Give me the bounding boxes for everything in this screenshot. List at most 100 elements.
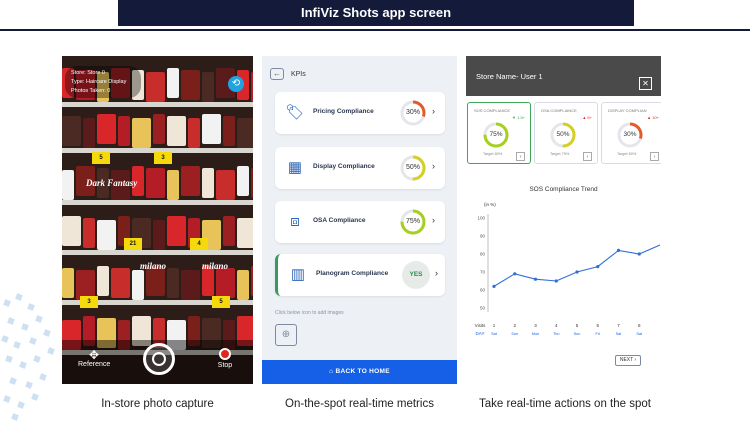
product-box [146, 72, 165, 102]
chevron-right-icon[interactable]: › [432, 106, 435, 116]
chevron-right-icon[interactable]: › [432, 215, 435, 225]
metric-card-sos[interactable]: SOS COMPLIANCE ▼ 1.5+ 75% Target 80% › [467, 102, 531, 164]
reference-button[interactable]: ✥ Reference [78, 349, 110, 368]
shelf-row [62, 306, 253, 360]
metric-target: Target 80% [483, 152, 503, 156]
store-info-line: Photos Taken: 0 [71, 88, 111, 94]
brand-label: milano [202, 261, 229, 271]
chevron-right-icon[interactable]: › [432, 161, 435, 171]
day-tick-label: Mon [532, 332, 539, 336]
chart-y-label: (in %) [484, 202, 496, 207]
kpi-screen: ← KPIs 🏷 Pricing Compliance 30% › ▦ Disp… [262, 56, 457, 384]
x-tick-label: 6 [596, 323, 599, 328]
metric-change: ▲ 10+ [647, 115, 659, 120]
shelf-row [62, 58, 253, 112]
kpi-card-osa[interactable]: ⧈ OSA Compliance 75% › [275, 201, 445, 243]
reference-icon: ✥ [88, 348, 100, 362]
trend-point [492, 284, 496, 288]
kpi-value: 75% [405, 218, 420, 225]
camera-shutter-button[interactable] [143, 343, 175, 375]
y-tick-label: 60 [480, 288, 486, 293]
kpi-progress-ring: 50% [399, 154, 427, 182]
kpi-label: OSA Compliance [313, 217, 366, 224]
product-box [237, 316, 253, 346]
product-box [167, 216, 186, 246]
product-box [76, 270, 95, 300]
kpi-card-pricing[interactable]: 🏷 Pricing Compliance 30% › [275, 92, 445, 134]
day-tick-label: Sun [511, 332, 518, 336]
metric-change: ▼ 1.5+ [512, 115, 525, 120]
decorative-dot [43, 329, 51, 337]
product-box [251, 266, 253, 296]
shelf-row [62, 206, 253, 260]
day-tick-label: Sun [574, 332, 581, 336]
chevron-right-icon[interactable]: › [583, 152, 592, 161]
metric-card-osa[interactable]: OSA COMPLIANCE ▲ 5+ 50% Target 75% › [534, 102, 598, 164]
store-info-line: Type: Haircare Display [71, 79, 127, 85]
product-box [167, 320, 186, 350]
day-row-label: DAY [476, 331, 485, 336]
decorative-dot [19, 361, 27, 369]
stop-label: Stop [217, 362, 233, 369]
decorative-dot [3, 395, 11, 403]
product-box [62, 268, 74, 298]
product-box [62, 216, 81, 246]
back-arrow-icon[interactable]: ← [270, 68, 284, 80]
product-box [153, 318, 165, 348]
metric-target: Target 60% [617, 152, 637, 156]
y-tick-label: 80 [480, 252, 486, 257]
camera-shutter-icon [152, 352, 166, 366]
close-icon[interactable]: ✕ [639, 77, 652, 90]
next-button[interactable]: NEXT › [615, 355, 641, 366]
actions-screen: Store Name- User 1 ✕ SOS COMPLIANCE ▼ 1.… [466, 56, 661, 384]
decorative-dot [27, 303, 35, 311]
product-box [167, 170, 179, 200]
product-box [132, 316, 151, 346]
decorative-dot [29, 337, 37, 345]
store-info-overlay: Store: Store 0 Type: Haircare Display Ph… [65, 66, 141, 98]
product-box [237, 218, 253, 248]
x-tick-label: 1 [493, 323, 496, 328]
product-box [202, 168, 214, 198]
product-box [167, 268, 179, 298]
stop-button[interactable]: Stop [214, 348, 236, 369]
trend-point [596, 265, 600, 269]
kpi-card-planogram[interactable]: ▥ Planogram Compliance YES › [275, 254, 445, 296]
caption-photo-capture: In-store photo capture [101, 398, 214, 410]
product-box [97, 168, 109, 198]
day-tick-label: Fri [596, 332, 601, 336]
product-box [132, 270, 144, 300]
product-box [111, 268, 130, 298]
camera-screen: 5 3 21 4 3 5 milano milano Dark Fantasy Store: S… [62, 56, 253, 384]
x-axis-label: Visits [475, 323, 486, 328]
add-image-icon[interactable]: ⊕ [275, 324, 297, 346]
product-box [62, 170, 74, 200]
metric-title: SOS COMPLIANCE [474, 108, 511, 113]
store-name: Store Name- User 1 [476, 72, 543, 81]
product-box [167, 116, 186, 146]
chevron-right-icon[interactable]: › [435, 268, 438, 278]
shelf-row [62, 256, 253, 310]
product-box [223, 320, 235, 350]
sos-trend-chart: 50 60 70 80 90 100 Visits DAY 1 Sat 2 Sun 3 Mon 4 Thu 5 S… [475, 214, 661, 336]
product-box [216, 170, 235, 200]
price-tag: 3 [80, 296, 98, 308]
metric-ring: 75% [482, 121, 510, 149]
product-box [83, 118, 95, 148]
decorative-dot [47, 347, 55, 355]
page-title-bar: InfiViz Shots app screen [118, 0, 634, 26]
flip-camera-icon[interactable]: ⟲ [228, 76, 244, 92]
metric-value: 75% [489, 131, 503, 138]
price-tag: 21 [124, 238, 142, 250]
product-box [83, 218, 95, 248]
product-box [188, 118, 200, 148]
kpi-card-display[interactable]: ▦ Display Compliance 50% › [275, 147, 445, 189]
chevron-right-icon[interactable]: › [516, 152, 525, 161]
chevron-right-icon[interactable]: › [650, 152, 659, 161]
metric-ring: 30% [616, 121, 644, 149]
decorative-dot [3, 299, 11, 307]
product-box [202, 318, 221, 348]
back-to-home-button[interactable]: ⌂ BACK TO HOME [262, 360, 457, 384]
product-box [111, 68, 130, 98]
metric-card-display[interactable]: DISPLAY COMPLIAN ▲ 10+ 30% Target 60% › [601, 102, 661, 164]
